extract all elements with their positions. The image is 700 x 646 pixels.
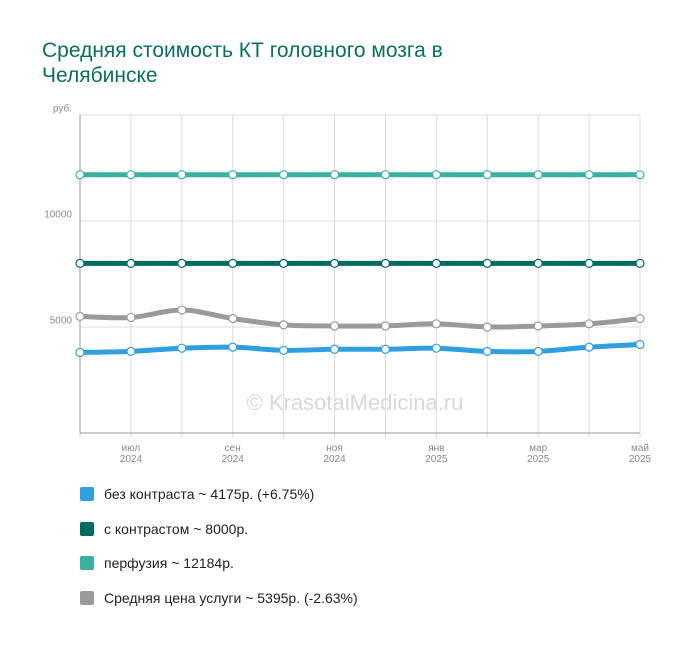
- point: [279, 170, 289, 180]
- legend-swatch: [80, 590, 94, 605]
- x-tick-label: ноя 2024: [323, 443, 346, 465]
- legend-entry: без контраста ~ 4175р. (+6.75%): [80, 484, 314, 504]
- point: [126, 258, 136, 268]
- point: [228, 342, 238, 352]
- point: [75, 258, 85, 268]
- point: [533, 170, 543, 180]
- point: [329, 258, 340, 268]
- point: [380, 258, 391, 268]
- x-tick-label: мар 2025: [527, 443, 550, 465]
- point: [177, 343, 187, 353]
- point: [228, 258, 238, 268]
- point: [533, 258, 543, 268]
- point: [431, 343, 441, 353]
- point: [584, 342, 594, 352]
- point: [279, 345, 289, 355]
- point: [126, 312, 136, 323]
- legend-label: Средняя цена услуги ~ 5395р. (-2.63%): [104, 589, 358, 606]
- point: [126, 170, 136, 180]
- legend-swatch: [80, 487, 94, 501]
- legend-label: перфузия ~ 12184р.: [104, 555, 234, 571]
- point: [533, 346, 543, 356]
- point: [279, 258, 289, 268]
- line: [77, 341, 643, 355]
- point: [635, 339, 645, 350]
- point: [75, 311, 85, 321]
- point: [533, 321, 543, 331]
- x-tick-label: янв 2025: [425, 443, 448, 465]
- x-tick-label: сен 2024: [221, 443, 244, 465]
- x-tick-label: июл 2024: [119, 443, 143, 465]
- legend-swatch: [80, 556, 94, 570]
- point: [380, 344, 391, 354]
- point: [431, 319, 441, 329]
- y-tick-label: 10000: [44, 210, 72, 221]
- point: [177, 305, 187, 315]
- point: [75, 347, 85, 358]
- point: [635, 170, 645, 180]
- point: [584, 170, 594, 180]
- grid: [79, 114, 641, 438]
- line: [77, 307, 643, 330]
- point: [482, 170, 492, 180]
- legend-label: без контраста ~ 4175р. (+6.75%): [104, 486, 315, 502]
- point: [329, 344, 340, 354]
- point: [126, 346, 136, 356]
- point: [584, 258, 594, 268]
- point: [75, 170, 85, 180]
- point: [482, 346, 492, 356]
- watermark: © KrasotaiMedicina.ru: [247, 390, 464, 415]
- legend-swatch: [80, 521, 94, 536]
- point: [380, 321, 391, 331]
- point: [482, 258, 492, 268]
- y-tick-label: руб.: [53, 103, 72, 115]
- point: [177, 258, 187, 268]
- y-tick-label: 5000: [50, 316, 73, 327]
- x-tick-label: май 2025: [628, 443, 652, 465]
- point: [177, 170, 187, 180]
- legend-label: с контрастом ~ 8000р.: [104, 520, 249, 537]
- legend-entry: Средняя цена услуги ~ 5395р. (-2.63%): [80, 588, 358, 608]
- point: [431, 258, 441, 268]
- point: [584, 319, 594, 329]
- point: [431, 170, 441, 180]
- point: [228, 313, 238, 324]
- point: [635, 314, 645, 324]
- point: [482, 322, 492, 332]
- point: [329, 321, 340, 331]
- point: [380, 170, 391, 180]
- point: [228, 170, 238, 180]
- chart-title: Средняя стоимость КТ головного мозга в Ч…: [42, 39, 443, 87]
- legend-entry: перфузия ~ 12184р.: [80, 553, 234, 573]
- legend-entry: с контрастом ~ 8000р.: [80, 519, 248, 539]
- point: [329, 170, 340, 180]
- point: [635, 258, 645, 268]
- point: [279, 320, 289, 330]
